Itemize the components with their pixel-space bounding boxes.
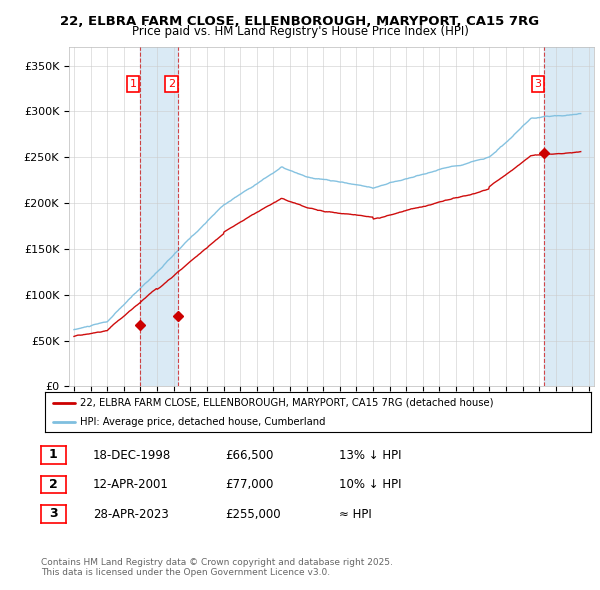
Text: 1: 1 [130,79,137,89]
Text: 22, ELBRA FARM CLOSE, ELLENBOROUGH, MARYPORT, CA15 7RG (detached house): 22, ELBRA FARM CLOSE, ELLENBOROUGH, MARY… [80,398,494,408]
Text: 13% ↓ HPI: 13% ↓ HPI [339,449,401,462]
Text: 3: 3 [49,507,58,520]
Text: 1: 1 [49,448,58,461]
Text: ≈ HPI: ≈ HPI [339,508,372,521]
Text: £66,500: £66,500 [225,449,274,462]
Text: 3: 3 [535,79,541,89]
Text: 12-APR-2001: 12-APR-2001 [93,478,169,491]
Bar [544,47,594,386]
Text: £255,000: £255,000 [225,508,281,521]
Text: 28-APR-2023: 28-APR-2023 [93,508,169,521]
Text: Contains HM Land Registry data © Crown copyright and database right 2025.
This d: Contains HM Land Registry data © Crown c… [41,558,392,577]
Bar [140,47,178,386]
Text: 22, ELBRA FARM CLOSE, ELLENBOROUGH, MARYPORT, CA15 7RG: 22, ELBRA FARM CLOSE, ELLENBOROUGH, MARY… [61,15,539,28]
Text: £77,000: £77,000 [225,478,274,491]
Text: 10% ↓ HPI: 10% ↓ HPI [339,478,401,491]
Text: Price paid vs. HM Land Registry's House Price Index (HPI): Price paid vs. HM Land Registry's House … [131,25,469,38]
Text: HPI: Average price, detached house, Cumberland: HPI: Average price, detached house, Cumb… [80,417,326,427]
Text: 2: 2 [49,478,58,491]
Text: 18-DEC-1998: 18-DEC-1998 [93,449,171,462]
Text: 2: 2 [168,79,175,89]
